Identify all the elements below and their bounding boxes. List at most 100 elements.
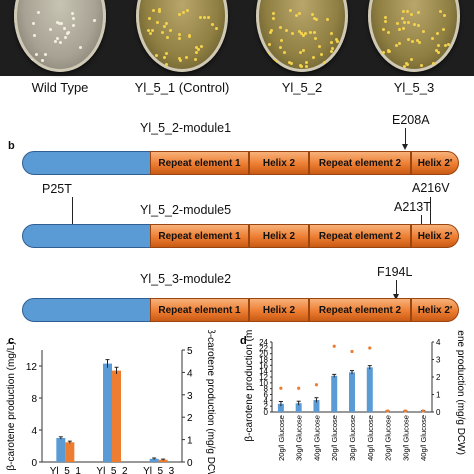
colony <box>410 40 414 44</box>
bar <box>277 403 284 412</box>
x-tick-label: Yl_5_2 <box>96 466 128 474</box>
colony <box>193 58 197 62</box>
colony <box>439 9 443 13</box>
colony <box>415 38 419 42</box>
bar <box>366 367 373 412</box>
colony <box>329 49 333 53</box>
colony <box>442 14 446 18</box>
plate-label-yl-5-3: Yl_5_3 <box>393 80 435 95</box>
x-tick-label: 30g/l Glucose <box>295 415 304 461</box>
y2-axis-label: β-carotene production (mg/g DCW) <box>455 330 466 455</box>
marker-point <box>421 409 425 413</box>
y-tick-label: 24 <box>259 338 268 347</box>
colony <box>178 33 182 37</box>
colony <box>72 24 76 28</box>
colony <box>409 12 413 16</box>
y-tick-label: 8 <box>31 394 37 405</box>
y-tick-label: 18 <box>259 356 268 365</box>
bar <box>56 438 66 462</box>
marker-point <box>332 344 336 348</box>
y2-tick-label: 0 <box>436 408 441 417</box>
colony <box>64 36 68 40</box>
colony <box>280 38 284 42</box>
colony <box>279 25 283 29</box>
plate-label-wild-type: Wild Type <box>31 80 89 95</box>
colony <box>421 30 425 34</box>
colony <box>447 43 451 47</box>
colony <box>325 18 329 22</box>
mutation-arrow <box>430 197 431 229</box>
marker-point <box>403 409 407 413</box>
module-title-1: Yl_5_2-module1 <box>140 121 232 135</box>
panel-letter-b: b <box>8 140 15 152</box>
colony <box>210 23 214 27</box>
colony <box>44 53 48 57</box>
segment-repeat-element-1: Repeat element 1 <box>150 224 249 248</box>
y-tick-label: 4 <box>31 426 37 437</box>
y2-tick-label: 4 <box>436 338 441 347</box>
colony <box>406 9 410 13</box>
segment-repeat-element-1: Repeat element 1 <box>150 151 249 175</box>
colony <box>199 15 203 19</box>
colony <box>188 33 192 37</box>
colony <box>335 37 339 41</box>
colony <box>297 29 301 33</box>
colony <box>151 9 155 13</box>
colony <box>312 30 316 34</box>
colony <box>195 45 199 49</box>
colony <box>202 15 206 19</box>
x-tick-label: 40g/l Glucose <box>419 415 428 461</box>
mutation-a213t: A213T <box>394 200 431 214</box>
mutation-arrow <box>396 280 397 295</box>
bar <box>103 363 112 462</box>
y-tick-label: 0 <box>31 458 37 469</box>
colony <box>395 22 399 26</box>
colony <box>36 10 40 14</box>
colony <box>441 62 445 66</box>
colony <box>274 60 278 64</box>
colony <box>310 13 314 16</box>
colony <box>54 39 58 43</box>
module-bar-2: Repeat element 1 Helix 2 Repeat element … <box>22 224 459 248</box>
x-tick-label: 40g/l Glucose <box>312 415 321 461</box>
y-tick-label: 14 <box>259 367 268 376</box>
y-tick-label: 22 <box>259 344 268 353</box>
colony <box>161 30 165 34</box>
segment-repeat-element-2: Repeat element 2 <box>309 298 411 322</box>
colony <box>444 43 448 47</box>
colony <box>313 36 317 40</box>
y-tick-label: 16 <box>259 361 268 370</box>
segment-repeat-element-1: Repeat element 1 <box>150 298 249 322</box>
colony <box>178 58 182 62</box>
colony <box>49 28 53 32</box>
colony <box>304 60 308 64</box>
x-tick-label: 30g/l Glucose <box>348 415 357 461</box>
colony <box>436 43 440 47</box>
colony <box>314 17 318 21</box>
colony <box>282 50 286 54</box>
colony <box>78 45 82 49</box>
module-bar-1: Repeat element 1 Helix 2 Repeat element … <box>22 151 459 175</box>
colony <box>432 61 436 65</box>
colony <box>412 22 416 26</box>
mutation-f194l: F194L <box>377 265 413 279</box>
colony <box>59 21 63 25</box>
colony <box>299 65 303 69</box>
marker-point <box>314 383 319 387</box>
colony <box>410 58 414 62</box>
colony <box>394 44 398 48</box>
colony <box>384 20 388 24</box>
segment-helix-2: Helix 2 <box>249 298 309 322</box>
colony <box>397 28 401 32</box>
colony <box>158 10 162 14</box>
x-tick-label: Yl_5_1 <box>50 466 82 474</box>
mutation-arrow <box>421 215 422 229</box>
colony <box>177 56 181 60</box>
colony <box>437 51 441 55</box>
mutation-a216v: A216V <box>412 181 450 195</box>
colony <box>402 21 406 25</box>
y2-tick-label: 2 <box>436 373 441 382</box>
colony <box>152 65 156 69</box>
